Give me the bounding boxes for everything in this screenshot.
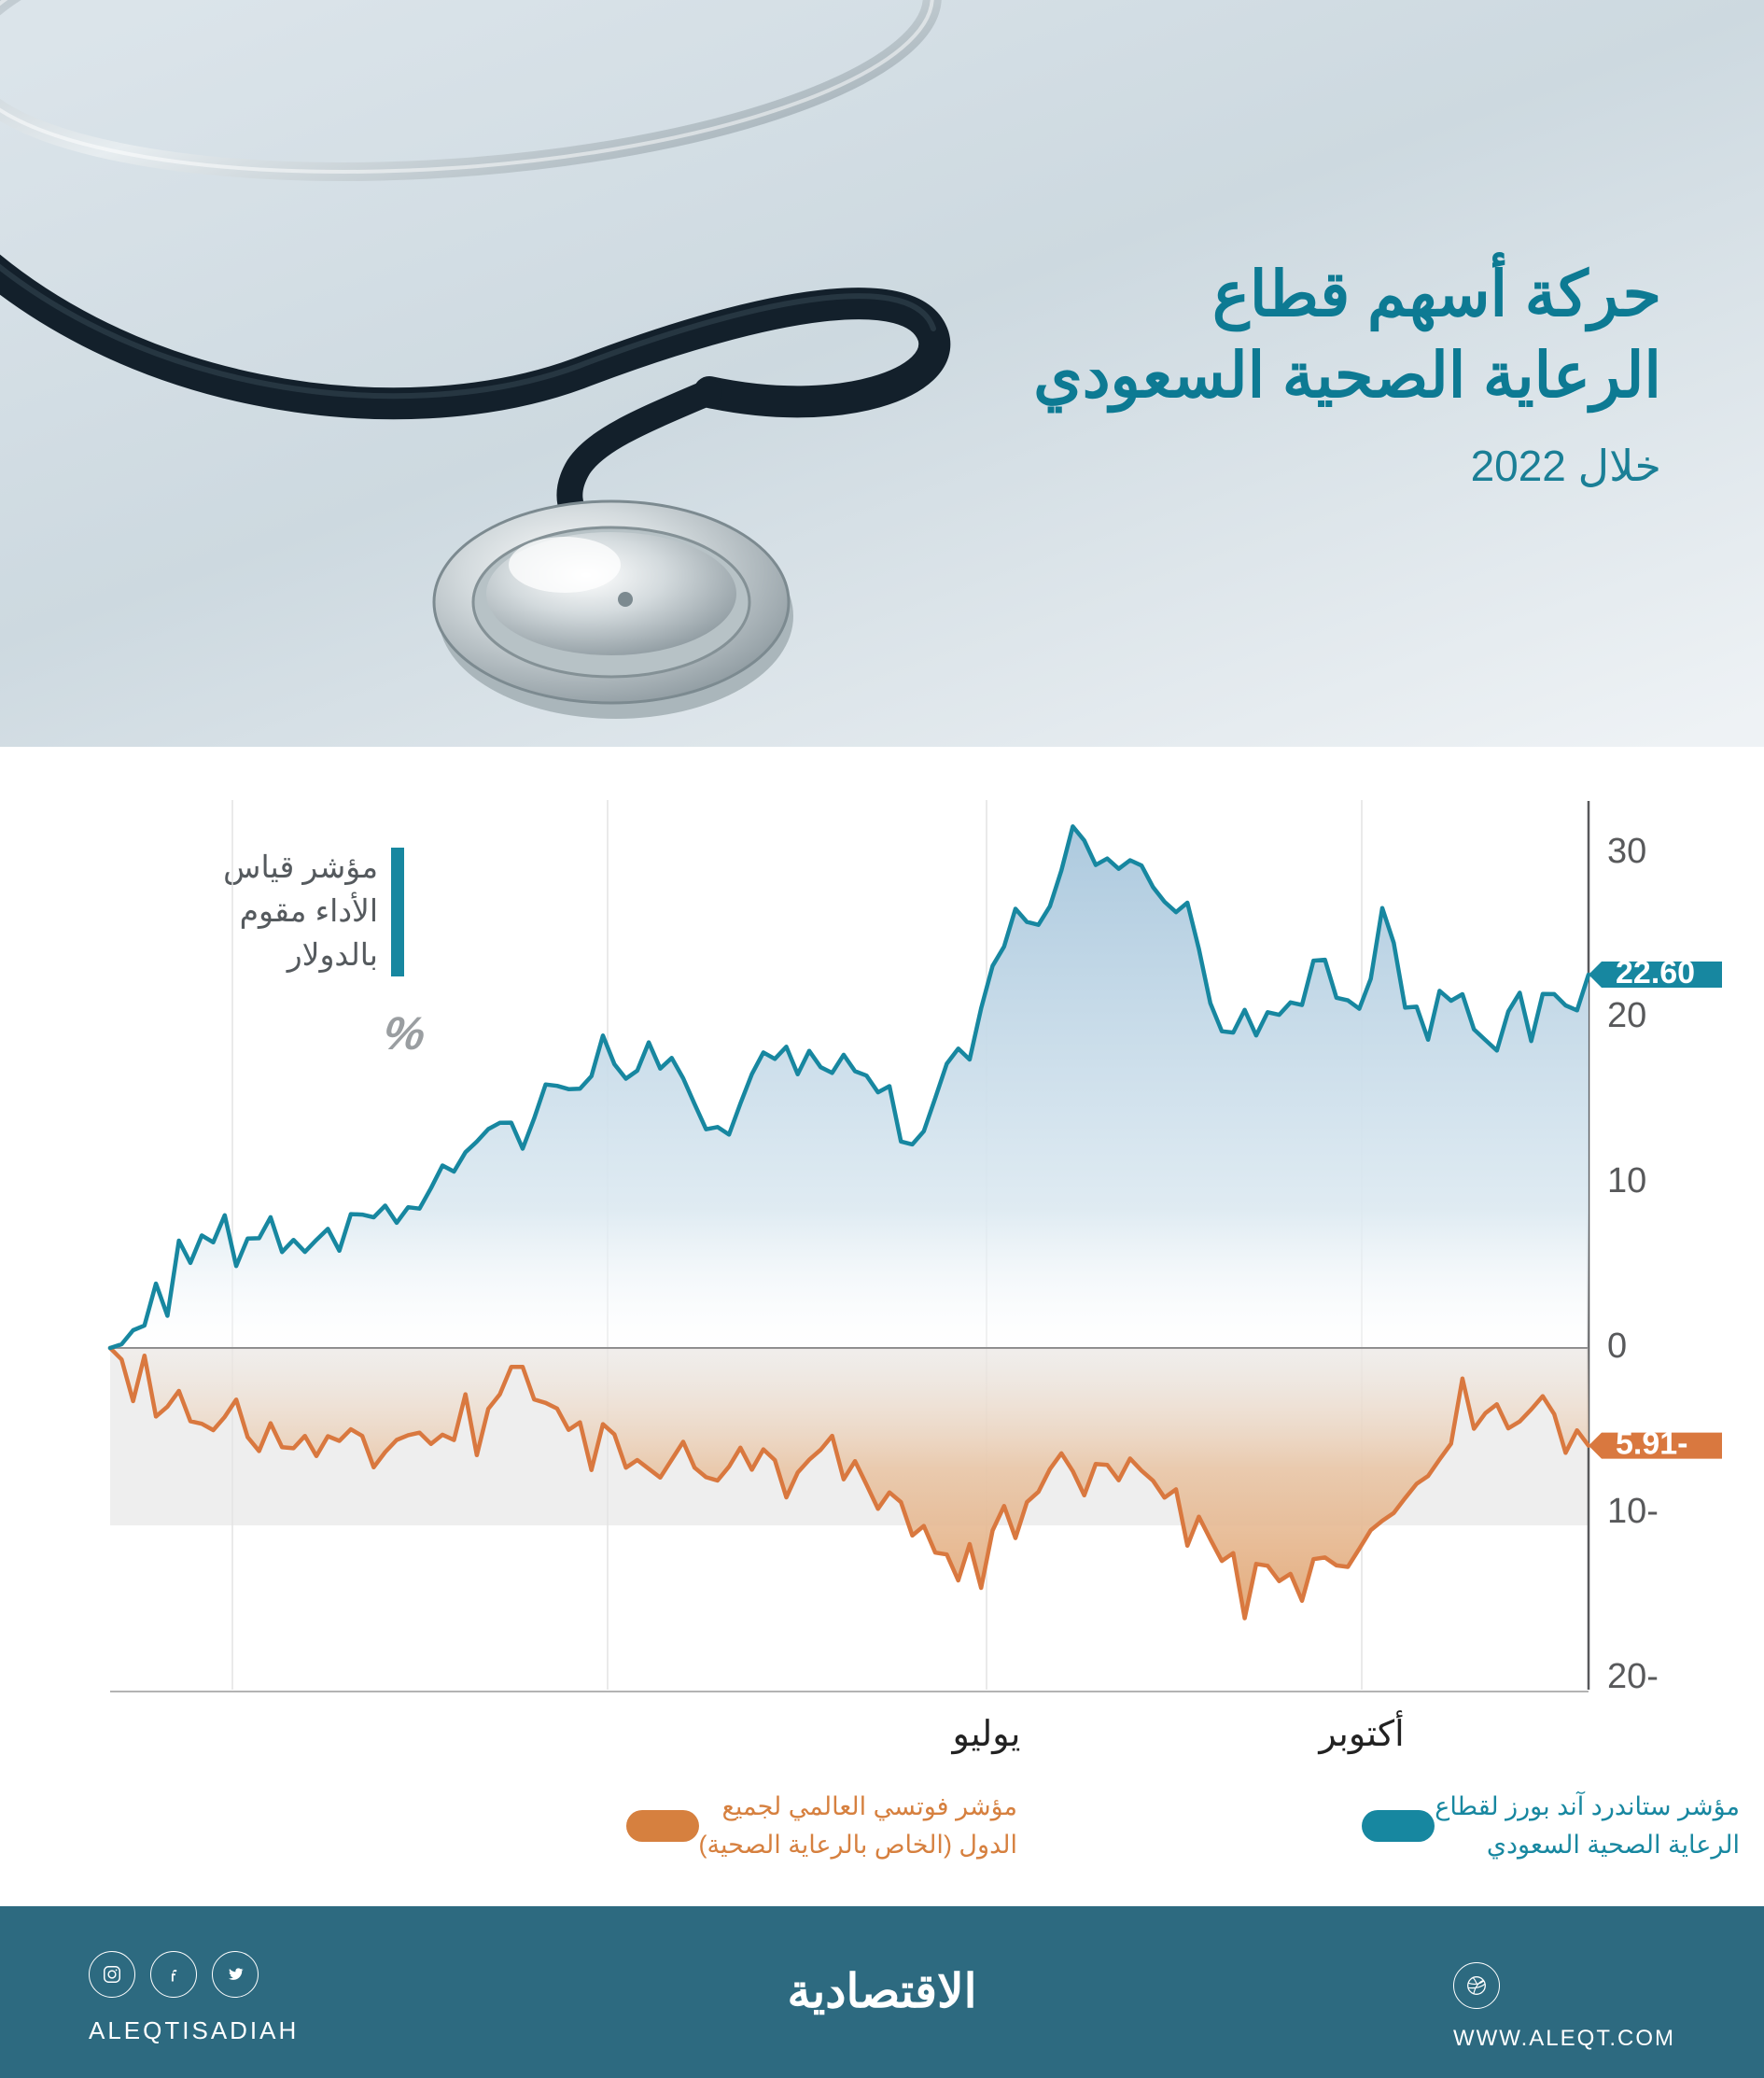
svg-text:10-: 10- bbox=[1607, 1492, 1659, 1531]
svg-text:20: 20 bbox=[1607, 996, 1646, 1035]
svg-text:30: 30 bbox=[1607, 832, 1646, 871]
svg-text:يوليو: يوليو bbox=[951, 1715, 1021, 1755]
svg-text:10: 10 bbox=[1607, 1161, 1646, 1200]
svg-text:22.60: 22.60 bbox=[1616, 955, 1695, 990]
svg-text:أكتوبر: أكتوبر bbox=[1317, 1710, 1404, 1755]
svg-text:0: 0 bbox=[1607, 1327, 1627, 1366]
svg-text:5.91-: 5.91- bbox=[1616, 1426, 1688, 1462]
svg-text:20-: 20- bbox=[1607, 1657, 1659, 1696]
